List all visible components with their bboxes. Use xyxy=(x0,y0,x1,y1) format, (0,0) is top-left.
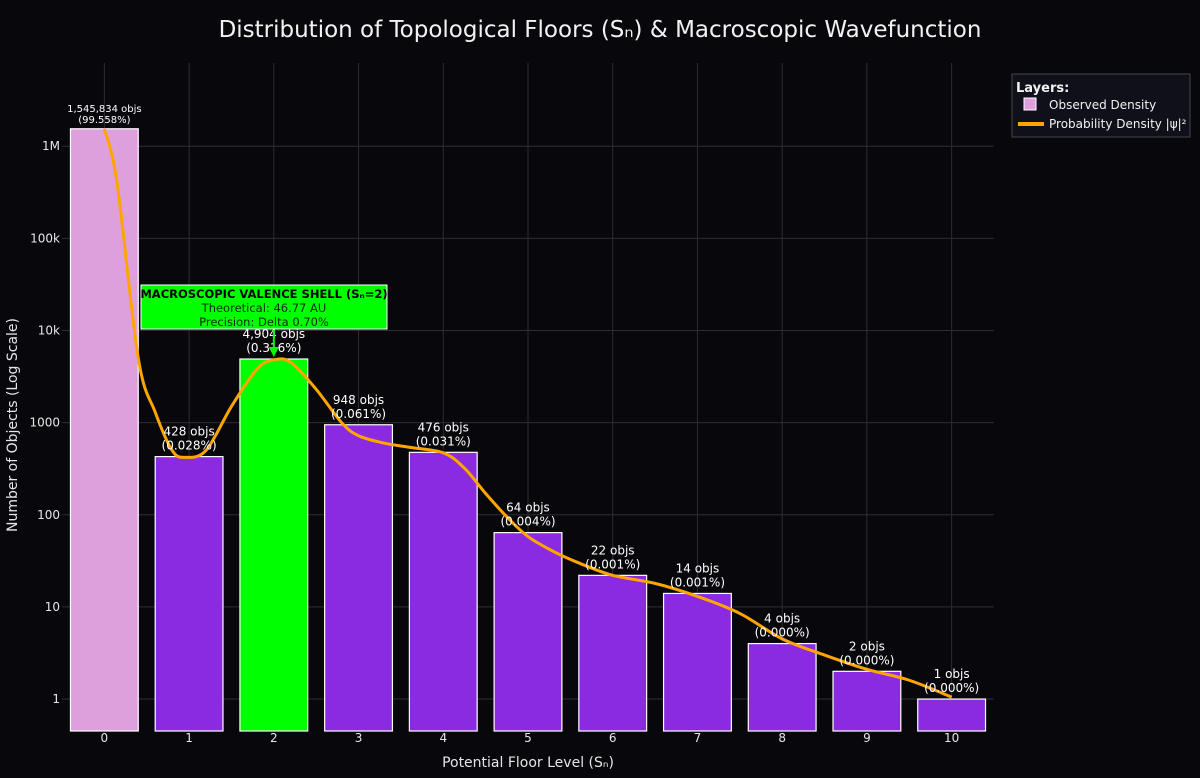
y-tick-label-1M: 1M xyxy=(42,139,60,153)
annotation-box xyxy=(140,284,388,330)
x-tick-label-6: 6 xyxy=(609,731,617,745)
legend-label-observed-density: Observed Density xyxy=(1049,98,1156,112)
x-tick-label-4: 4 xyxy=(439,731,447,745)
annotation: MACROSCOPIC VALENCE SHELL (Sₙ=2) Theoret… xyxy=(140,284,388,358)
bar-7 xyxy=(662,592,732,732)
y-axis-ticks: 1 10 100 1000 10k 100k 1M xyxy=(29,139,60,706)
x-tick-label-10: 10 xyxy=(944,731,959,745)
bar-label-percent-3: (0.061%) xyxy=(331,407,386,421)
bar-label-count-10: 1 objs xyxy=(934,667,970,681)
bar-10 xyxy=(917,698,987,732)
bar-3 xyxy=(324,424,394,732)
annotation-arrowhead xyxy=(268,347,279,358)
x-tick-label-7: 7 xyxy=(694,731,702,745)
bar-1 xyxy=(154,455,224,732)
bar-label-percent-1: (0.028%) xyxy=(162,439,217,453)
x-axis-ticks: 0 1 2 3 4 5 6 7 8 9 10 xyxy=(101,731,960,745)
annotation-line-2: Precision: Delta 0.70% xyxy=(199,315,329,329)
bar-label-percent-8: (0.000%) xyxy=(755,626,810,640)
bar-label-percent-5: (0.004%) xyxy=(500,515,555,529)
y-tick-label-1: 1 xyxy=(52,692,60,706)
legend-box xyxy=(1011,73,1191,138)
bar-label-percent-4: (0.031%) xyxy=(416,434,471,448)
chart-title: Distribution of Topological Floors (Sₙ) … xyxy=(219,17,982,43)
bar-label-count-0: 1,545,834 objs xyxy=(67,104,142,115)
bar-label-count-7: 14 objs xyxy=(676,561,720,575)
bar-label-count-1: 428 objs xyxy=(163,425,214,439)
bar-label-count-6: 22 objs xyxy=(591,543,635,557)
probability-density-line xyxy=(102,128,953,699)
legend: Layers: Observed Density Probability Den… xyxy=(1011,73,1191,138)
legend-label-probability-density: Probability Density |ψ|² xyxy=(1049,117,1187,131)
y-axis-title: Number of Objects (Log Scale) xyxy=(5,318,21,532)
annotation-title: MACROSCOPIC VALENCE SHELL (Sₙ=2) xyxy=(140,287,387,301)
bar-label-percent-6: (0.001%) xyxy=(585,557,640,571)
bar-6 xyxy=(578,574,648,732)
probability-curve-layer xyxy=(102,128,953,699)
x-tick-label-1: 1 xyxy=(185,731,193,745)
x-tick-label-0: 0 xyxy=(101,731,109,745)
legend-title: Layers: xyxy=(1016,81,1069,96)
x-tick-label-2: 2 xyxy=(270,731,278,745)
bar-5 xyxy=(493,532,563,732)
bar-label-count-8: 4 objs xyxy=(764,612,800,626)
bar-9 xyxy=(832,670,902,732)
y-tick-label-10k: 10k xyxy=(38,323,60,337)
bars xyxy=(69,128,987,732)
bar-8 xyxy=(747,642,817,732)
x-axis-title: Potential Floor Level (Sₙ) xyxy=(442,755,614,771)
bar-2 xyxy=(239,358,309,732)
bar-label-count-5: 64 objs xyxy=(506,501,550,515)
bar-0 xyxy=(69,128,139,732)
x-tick-label-8: 8 xyxy=(778,731,786,745)
bar-label-percent-9: (0.000%) xyxy=(839,653,894,667)
x-tick-label-9: 9 xyxy=(863,731,871,745)
bar-label-count-4: 476 objs xyxy=(418,420,469,434)
bar-4 xyxy=(408,451,478,732)
bar-labels: 1,545,834 objs(99.558%) 428 objs(0.028%) 4… xyxy=(67,104,979,695)
bar-label-percent-0: (99.558%) xyxy=(78,115,130,126)
bar-label-count-3: 948 objs xyxy=(333,393,384,407)
grid-vertical xyxy=(103,63,953,731)
x-tick-label-3: 3 xyxy=(355,731,363,745)
y-tick-label-10: 10 xyxy=(45,600,60,614)
bar-label-count-9: 2 objs xyxy=(849,639,885,653)
x-tick-label-5: 5 xyxy=(524,731,532,745)
annotation-line-1: Theoretical: 46.77 AU xyxy=(201,301,327,315)
y-tick-label-100: 100 xyxy=(37,508,60,522)
legend-swatch-observed-density xyxy=(1023,97,1037,111)
y-tick-label-100k: 100k xyxy=(30,231,60,245)
bar-label-percent-10: (0.000%) xyxy=(924,681,979,695)
bar-label-percent-7: (0.001%) xyxy=(670,575,725,589)
y-tick-label-1000: 1000 xyxy=(29,416,60,430)
